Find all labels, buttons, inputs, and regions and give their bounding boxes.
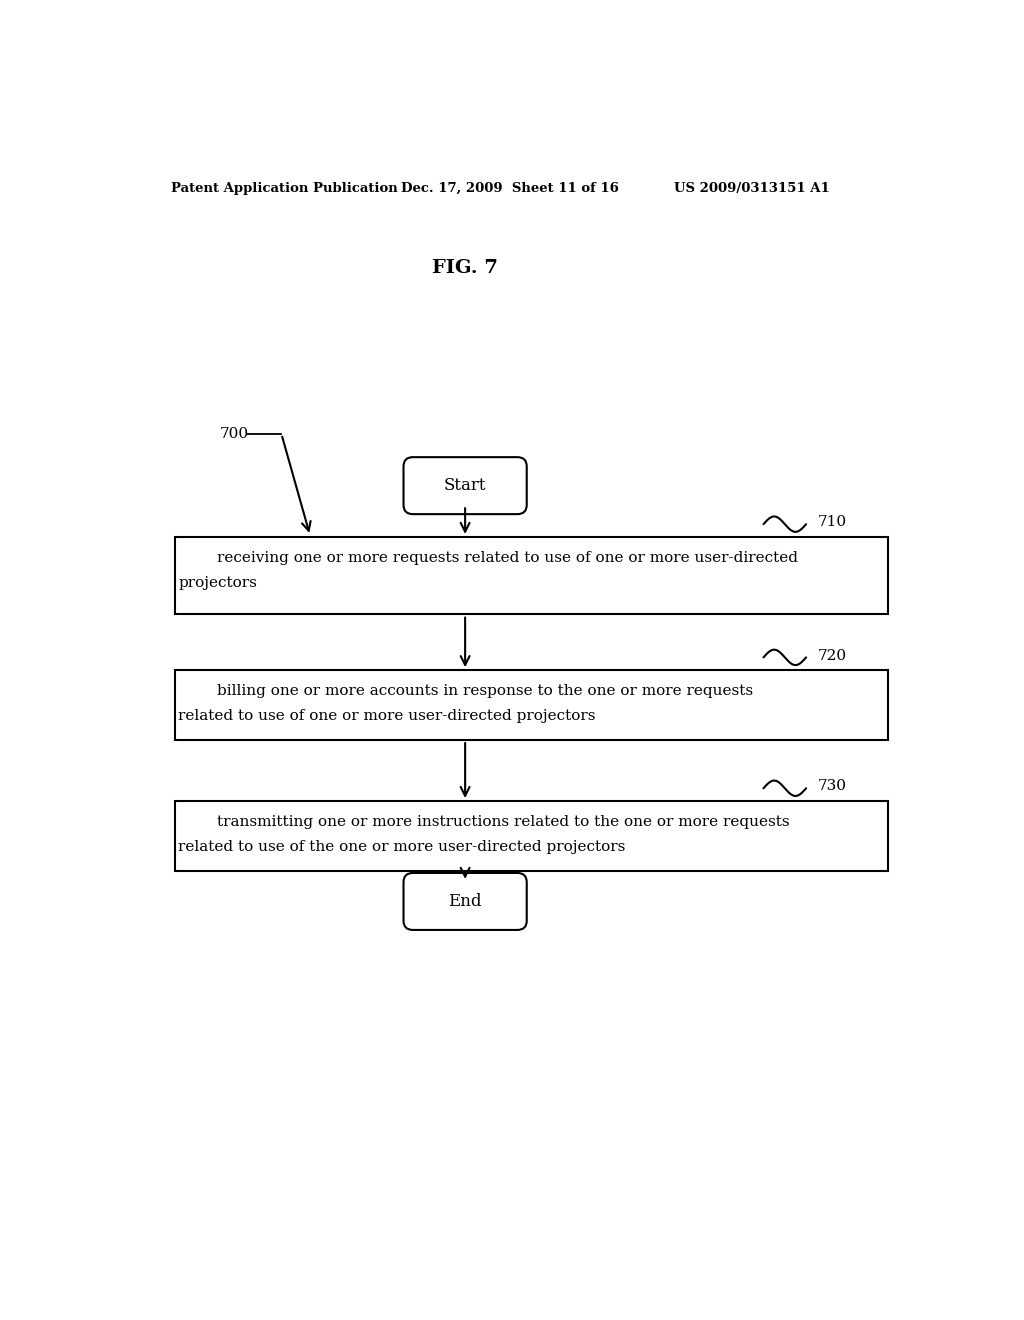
Text: FIG. 7: FIG. 7 xyxy=(432,259,498,276)
FancyBboxPatch shape xyxy=(403,873,526,929)
Text: Patent Application Publication: Patent Application Publication xyxy=(171,182,397,194)
Text: related to use of the one or more user-directed projectors: related to use of the one or more user-d… xyxy=(178,840,626,854)
Text: 700: 700 xyxy=(219,428,249,441)
Bar xyxy=(174,801,888,871)
FancyBboxPatch shape xyxy=(403,457,526,515)
Text: related to use of one or more user-directed projectors: related to use of one or more user-direc… xyxy=(178,709,596,723)
Text: transmitting one or more instructions related to the one or more requests: transmitting one or more instructions re… xyxy=(217,816,790,829)
Text: billing one or more accounts in response to the one or more requests: billing one or more accounts in response… xyxy=(217,684,754,698)
Bar xyxy=(174,537,888,614)
Text: 720: 720 xyxy=(818,649,847,663)
Bar xyxy=(174,671,888,739)
Text: 710: 710 xyxy=(818,515,847,529)
Text: Dec. 17, 2009  Sheet 11 of 16: Dec. 17, 2009 Sheet 11 of 16 xyxy=(400,182,618,194)
Text: End: End xyxy=(449,892,482,909)
Text: US 2009/0313151 A1: US 2009/0313151 A1 xyxy=(675,182,830,194)
Text: 730: 730 xyxy=(818,779,847,793)
Text: projectors: projectors xyxy=(178,576,257,590)
Text: Start: Start xyxy=(443,477,486,494)
Text: receiving one or more requests related to use of one or more user-directed: receiving one or more requests related t… xyxy=(217,552,798,565)
